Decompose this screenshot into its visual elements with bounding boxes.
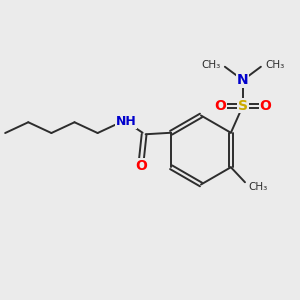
Text: CH₃: CH₃ [248,182,267,192]
Text: NH: NH [116,115,136,128]
Text: S: S [238,99,248,113]
Text: CH₃: CH₃ [266,60,285,70]
Text: O: O [260,99,271,113]
Text: O: O [135,159,147,173]
Text: O: O [214,99,226,113]
Text: CH₃: CH₃ [201,60,220,70]
Text: N: N [237,73,249,87]
